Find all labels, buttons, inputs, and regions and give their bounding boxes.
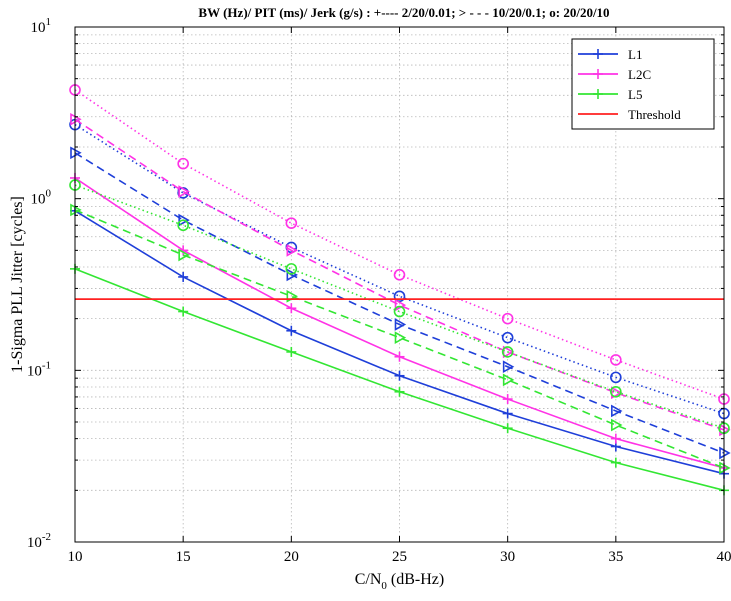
series-l1-solid xyxy=(70,205,729,479)
legend-item-l1: L1 xyxy=(578,47,642,62)
data-point-circle xyxy=(393,290,406,303)
data-point-plus xyxy=(178,271,189,282)
data-point-plus xyxy=(394,351,405,362)
data-point-plus xyxy=(593,89,603,99)
y-tick-label: 10-1 xyxy=(27,359,51,379)
data-point-plus xyxy=(502,394,513,405)
data-point-plus xyxy=(502,423,513,434)
data-point-plus xyxy=(286,325,297,336)
x-tick-label: 40 xyxy=(717,549,731,565)
data-point-triangle xyxy=(394,331,407,345)
legend-item-l2c: L2C xyxy=(578,67,651,82)
series-layer xyxy=(69,84,731,496)
ticks: 10 15 20 25 30 35 40 10-2 10-1 100 101 xyxy=(27,16,731,565)
data-point-plus xyxy=(394,386,405,397)
legend: L1 L2C L5 Threshold xyxy=(571,38,715,130)
y-tick-label: 100 xyxy=(31,188,52,208)
data-point-plus xyxy=(610,457,621,468)
chart-title: BW (Hz)/ PIT (ms)/ Jerk (g/s) : +---- 2/… xyxy=(198,5,609,20)
data-point-triangle xyxy=(502,373,515,387)
data-point-triangle xyxy=(286,268,298,282)
data-point-triangle xyxy=(178,213,190,227)
x-tick-label: 20 xyxy=(284,549,299,565)
legend-label: L1 xyxy=(628,47,642,62)
y-tick-label: 10-2 xyxy=(27,531,51,551)
data-point-triangle xyxy=(611,404,623,418)
data-point-plus xyxy=(593,49,603,59)
x-tick-label: 25 xyxy=(392,549,407,565)
data-point-circle xyxy=(177,157,189,170)
series-line xyxy=(74,209,725,469)
data-point-triangle xyxy=(394,318,407,331)
series-line xyxy=(74,123,725,415)
x-tick-label: 10 xyxy=(68,549,83,565)
x-axis-label: C/N0 (dB-Hz) xyxy=(355,571,444,592)
series-l5-dashed xyxy=(70,203,731,475)
x-tick-label: 30 xyxy=(500,549,515,565)
x-axis-label-sub: 0 xyxy=(381,580,387,592)
data-point-triangle xyxy=(394,298,407,312)
data-point-circle xyxy=(285,217,298,229)
data-point-plus xyxy=(286,303,297,314)
legend-item-l5: L5 xyxy=(578,87,642,102)
data-point-circle xyxy=(610,371,622,384)
x-axis-label-main: C/N xyxy=(355,571,382,588)
legend-label: Threshold xyxy=(628,107,681,122)
data-point-circle xyxy=(177,219,189,232)
legend-item-threshold: Threshold xyxy=(578,107,681,122)
x-tick-label: 35 xyxy=(608,549,623,565)
data-point-circle xyxy=(393,269,406,281)
data-point-plus xyxy=(502,408,513,419)
data-point-triangle xyxy=(611,386,623,400)
data-point-triangle xyxy=(178,185,190,198)
data-point-plus xyxy=(394,370,405,381)
data-point-circle xyxy=(501,346,514,358)
data-point-plus xyxy=(610,433,621,444)
x-axis-label-unit: (dB-Hz) xyxy=(387,571,444,588)
series-line xyxy=(74,152,725,454)
data-point-plus xyxy=(286,346,297,357)
data-point-circle xyxy=(501,312,514,325)
series-l5-dotted xyxy=(69,179,730,435)
data-point-circle xyxy=(610,354,622,366)
series-line xyxy=(74,118,725,431)
y-axis-label: 1-Sigma PLL Jitter [cycles] xyxy=(9,196,26,373)
data-point-circle xyxy=(393,305,406,318)
x-tick-label: 15 xyxy=(176,549,191,565)
legend-label: L2C xyxy=(628,67,651,82)
series-line xyxy=(74,89,725,400)
data-point-plus xyxy=(593,69,603,79)
data-point-plus xyxy=(178,306,189,317)
data-point-triangle xyxy=(611,418,623,432)
data-point-triangle xyxy=(286,243,298,257)
legend-label: L5 xyxy=(628,87,642,102)
data-point-triangle xyxy=(502,345,515,359)
data-point-circle xyxy=(501,331,514,344)
data-point-circle xyxy=(285,263,298,275)
data-point-triangle xyxy=(178,248,190,262)
data-point-circle xyxy=(610,385,622,398)
data-point-triangle xyxy=(502,360,515,374)
y-tick-label: 101 xyxy=(31,16,52,36)
